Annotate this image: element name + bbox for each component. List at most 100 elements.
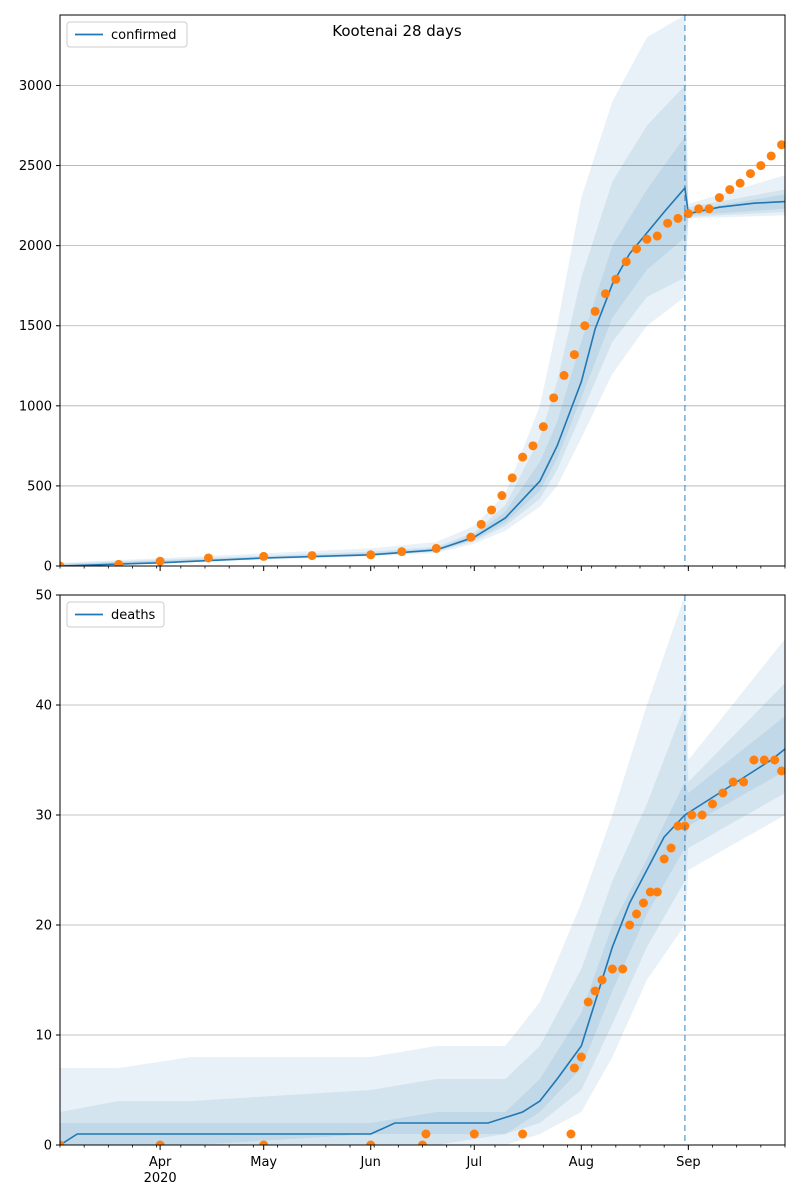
observed-point <box>569 350 579 360</box>
observed-point <box>580 321 590 331</box>
deaths-panel: 0 10 20 30 40 50 Apr May Jun Jul Aug Sep 2020 deaths <box>35 589 786 1186</box>
y-tick-label: 40 <box>35 699 52 714</box>
figure-title: Kootenai 28 days <box>332 22 462 40</box>
observed-point <box>652 231 662 241</box>
observed-point <box>60 1140 65 1145</box>
observed-point <box>683 209 693 219</box>
observed-point <box>307 551 317 561</box>
observed-point <box>611 274 621 284</box>
observed-point <box>697 810 707 820</box>
observed-point <box>618 964 628 974</box>
legend: confirmed <box>66 21 188 48</box>
observed-point <box>708 799 717 809</box>
observed-point <box>114 559 124 566</box>
observed-point <box>418 1140 427 1145</box>
observed-point <box>632 244 642 254</box>
observed-point <box>718 788 728 798</box>
observed-point <box>487 505 497 515</box>
plot-area <box>60 595 785 1145</box>
observed-point <box>728 777 738 787</box>
legend-label: confirmed <box>111 28 177 43</box>
observed-point <box>756 161 766 171</box>
observed-point <box>638 898 648 908</box>
observed-point <box>625 920 635 930</box>
observed-point <box>645 887 655 897</box>
band-outer <box>60 595 785 1145</box>
observed-point <box>652 887 662 897</box>
observed-point <box>549 393 559 403</box>
observed-point <box>694 204 704 214</box>
observed-point <box>155 1140 165 1145</box>
observed-point <box>518 1129 528 1139</box>
y-tick-label: 500 <box>27 479 52 494</box>
y-tick-label: 0 <box>44 560 52 575</box>
observed-point <box>60 561 65 566</box>
observed-point <box>259 1140 269 1145</box>
observed-point <box>725 185 735 195</box>
observed-point <box>600 289 610 299</box>
legend-box <box>66 21 188 48</box>
confirmed-panel: 0 500 1000 1500 2000 2500 3000 confirmed <box>19 14 786 575</box>
y-tick-label: 1000 <box>19 399 52 414</box>
observed-point <box>735 178 745 188</box>
observed-point <box>476 519 486 529</box>
observed-point <box>597 975 607 985</box>
legend-label: deaths <box>111 608 156 623</box>
y-tick-label: 0 <box>44 1139 52 1154</box>
observed-point <box>528 441 538 451</box>
observed-point <box>366 1140 376 1145</box>
observed-point <box>673 213 683 223</box>
observed-point <box>466 532 476 542</box>
x-tick-label: Sep <box>676 1155 701 1170</box>
observed-point <box>632 909 642 919</box>
observed-point <box>673 821 683 831</box>
legend: deaths <box>66 601 165 628</box>
observed-point <box>590 986 600 996</box>
legend-box <box>66 601 165 628</box>
observed-point <box>770 755 780 765</box>
y-tick-label: 2500 <box>19 159 52 174</box>
x-tick-label: Jun <box>360 1155 381 1170</box>
observed-point <box>777 766 785 776</box>
y-tick-label: 3000 <box>19 79 52 94</box>
observed-point <box>714 193 724 203</box>
observed-point <box>559 370 569 380</box>
observed-point <box>621 257 631 267</box>
observed-point <box>576 1052 586 1062</box>
observed-point <box>749 755 759 765</box>
observed-point <box>431 543 441 553</box>
observed-point <box>777 140 785 150</box>
observed-point <box>203 553 213 563</box>
observed-point <box>538 422 548 432</box>
band-outer <box>60 15 785 566</box>
x-tick-label: Apr <box>149 1155 172 1170</box>
observed-point <box>607 964 617 974</box>
y-tick-label: 10 <box>35 1029 52 1044</box>
observed-point <box>759 755 769 765</box>
observed-point <box>259 551 269 561</box>
observed-point <box>687 810 697 820</box>
observed-point <box>397 547 407 557</box>
observed-point <box>469 1129 479 1139</box>
y-tick-label: 50 <box>35 589 52 604</box>
band-inner <box>60 136 785 566</box>
x-year-label: 2020 <box>144 1171 177 1186</box>
observed-point <box>704 204 714 214</box>
observed-point <box>507 473 517 483</box>
observed-point <box>659 854 669 864</box>
observed-point <box>518 452 528 462</box>
x-tick-label: Aug <box>569 1155 594 1170</box>
observed-point <box>642 234 652 244</box>
y-tick-label: 30 <box>35 809 52 824</box>
observed-point <box>666 843 676 853</box>
observed-point <box>366 550 376 560</box>
observed-point <box>569 1063 579 1073</box>
x-tick-label: May <box>250 1155 277 1170</box>
y-tick-label: 2000 <box>19 239 52 254</box>
plot-area <box>60 15 785 566</box>
y-tick-label: 20 <box>35 919 52 934</box>
y-tick-label: 1500 <box>19 319 52 334</box>
observed-point <box>497 491 507 501</box>
observed-point <box>766 151 776 161</box>
